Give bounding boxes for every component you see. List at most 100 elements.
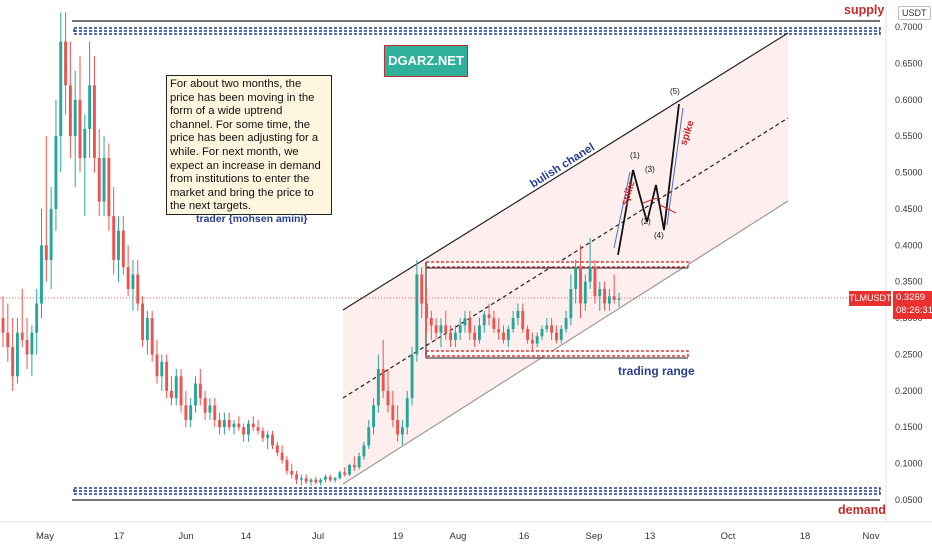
candle-body [511, 318, 515, 329]
candle-body [49, 208, 53, 260]
candle-body [314, 479, 318, 483]
candle-body [357, 456, 361, 468]
candle [97, 128, 101, 217]
x-tick-label: Aug [450, 531, 467, 542]
supply-label: supply [844, 3, 884, 17]
candle-body [588, 267, 592, 282]
candle-body [88, 85, 92, 129]
candle [136, 259, 140, 311]
candle-body [11, 347, 15, 377]
candle [11, 318, 15, 391]
candle-body [607, 296, 611, 304]
candle [194, 376, 197, 413]
candle [227, 412, 231, 431]
candle-body [453, 332, 457, 340]
last-price-value: 0.3269 [896, 292, 926, 303]
candle-body [271, 434, 274, 446]
candle-body [429, 318, 433, 326]
candle [535, 332, 539, 348]
candle-body [530, 339, 534, 344]
candle-body [598, 288, 602, 297]
y-tick-label: 0.5000 [895, 168, 923, 178]
candle-body [348, 465, 351, 475]
candle [246, 419, 250, 442]
y-tick-label: 0.2500 [895, 349, 923, 359]
x-tick-label: 17 [114, 531, 125, 542]
candle [372, 398, 376, 435]
candle [617, 292, 621, 308]
candle-body [261, 430, 265, 439]
candle-body [189, 405, 193, 420]
candle [208, 398, 212, 420]
candle [1, 296, 5, 348]
candle [184, 390, 188, 428]
candle [410, 347, 414, 406]
candle-body [83, 128, 87, 158]
candle-body [227, 419, 231, 428]
candle [49, 187, 53, 289]
candle-body [97, 157, 101, 202]
candle-body [44, 245, 48, 260]
candle-body [15, 332, 19, 377]
candle-body [35, 303, 39, 333]
candle [526, 325, 530, 344]
candle [73, 70, 77, 188]
candle-body [160, 361, 164, 377]
candle-body [535, 336, 539, 344]
candle-body [367, 427, 371, 446]
candle [295, 470, 299, 484]
candle-body [477, 325, 481, 340]
candle [309, 478, 313, 486]
candle-body [169, 390, 173, 399]
candle-body [612, 296, 616, 300]
candle [323, 474, 327, 483]
currency-tag[interactable]: USDT [898, 6, 931, 20]
candle [429, 310, 433, 340]
candle [280, 445, 284, 464]
candle-body [309, 479, 313, 482]
candlestick-series [1, 12, 621, 486]
candle-body [439, 325, 443, 333]
candle [612, 274, 616, 304]
x-tick-label: Jul [312, 531, 324, 542]
y-tick-label: 0.6000 [895, 95, 923, 105]
candle [222, 412, 226, 435]
candle-body [362, 445, 366, 457]
candle [497, 318, 501, 340]
candle [367, 419, 371, 450]
range-top-zone [425, 261, 689, 268]
candle-body [333, 478, 337, 481]
candle [598, 281, 602, 311]
candle [386, 369, 390, 413]
candle [502, 325, 505, 344]
candle-body [126, 267, 130, 289]
candle [25, 318, 29, 370]
candle [261, 427, 265, 442]
candle [150, 310, 154, 362]
candle-body [405, 398, 409, 428]
candle [88, 41, 92, 158]
candle-body [251, 423, 255, 428]
candle-body [410, 354, 414, 399]
time-axis-ticks: May 17 Jun 14 Jul 19 Aug 16 Sep 13 Oct 18 Nov [36, 531, 880, 542]
candle [381, 339, 385, 399]
candle-body [352, 465, 356, 468]
candle-body [179, 376, 183, 406]
range-label: trading range [618, 364, 695, 378]
candle-body [68, 85, 72, 137]
candle [545, 318, 549, 333]
candle-body [381, 369, 385, 391]
candle [569, 274, 573, 326]
candle-body [400, 427, 404, 435]
candle-body [468, 318, 472, 333]
candle [102, 136, 106, 217]
candle [540, 325, 544, 340]
x-tick-label: 16 [519, 531, 530, 542]
y-tick-label: 0.0500 [895, 495, 923, 505]
candle-body [617, 298, 621, 300]
price-axis-ticks: 0.7000 0.6500 0.6000 0.5500 0.5000 0.4500 0.40… [895, 22, 923, 505]
wave-label-5: (5) [670, 87, 680, 96]
candle [126, 245, 130, 297]
candle-body [78, 99, 82, 158]
